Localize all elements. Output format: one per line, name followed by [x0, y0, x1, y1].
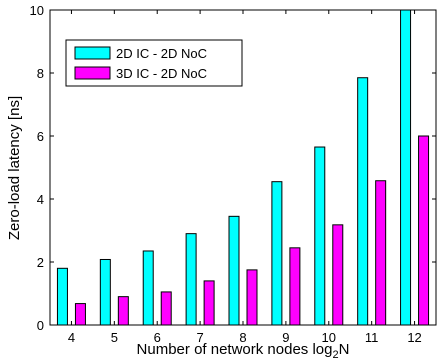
legend: 2D IC - 2D NoC 3D IC - 2D NoC	[65, 39, 243, 87]
x-tick-label: 9	[282, 330, 289, 345]
x-axis-label-suffix: N	[339, 341, 350, 358]
x-axis-label-subscript: 2	[332, 349, 338, 361]
bar-3d-ic-10	[332, 224, 344, 326]
bar-2d-ic-8	[228, 215, 240, 326]
bar-3d-ic-8	[246, 269, 258, 326]
bars-group	[56, 9, 430, 326]
x-tick-label: 4	[68, 330, 75, 345]
legend-label-3d-ic: 3D IC - 2D NoC	[116, 66, 207, 81]
y-tick-label: 0	[37, 318, 44, 333]
y-tick-label: 4	[37, 192, 44, 207]
legend-swatch-2d-ic	[74, 46, 111, 60]
bar-3d-ic-12	[418, 135, 430, 326]
x-axis-label-main: Number of network nodes log	[137, 341, 333, 358]
legend-label-2d-ic: 2D IC - 2D NoC	[116, 46, 207, 61]
legend-swatch-3d-ic	[74, 66, 111, 80]
bar-2d-ic-9	[271, 181, 283, 326]
bar-2d-ic-11	[357, 77, 369, 326]
bar-2d-ic-4	[56, 267, 68, 326]
bar-2d-ic-10	[314, 146, 326, 326]
bar-2d-ic-12	[400, 9, 412, 326]
x-tick-label: 6	[154, 330, 161, 345]
y-tick-label: 2	[37, 255, 44, 270]
bar-3d-ic-6	[160, 291, 172, 326]
bar-3d-ic-7	[203, 280, 215, 326]
x-tick-label: 10	[322, 330, 336, 345]
x-tick-label: 7	[196, 330, 203, 345]
bar-2d-ic-7	[185, 233, 197, 326]
x-axis-label: Number of network nodes log2N	[137, 341, 350, 361]
x-tick-label: 8	[239, 330, 246, 345]
y-tick-label: 6	[37, 129, 44, 144]
bar-2d-ic-6	[142, 250, 154, 326]
y-axis: 0 2 4 6 8 10	[30, 3, 436, 333]
bar-3d-ic-9	[289, 247, 301, 326]
y-axis-label: Zero-load latency [ns]	[6, 96, 23, 240]
bar-3d-ic-11	[375, 180, 387, 326]
x-axis: 4 5 6 7 8 9 10 11 12	[68, 10, 422, 345]
x-tick-label: 12	[407, 330, 421, 345]
bar-3d-ic-4	[74, 303, 86, 326]
y-tick-label: 8	[37, 66, 44, 81]
x-tick-label: 11	[365, 330, 379, 345]
y-tick-label: 10	[30, 3, 44, 18]
bar-3d-ic-5	[117, 296, 129, 326]
x-tick-label: 5	[111, 330, 118, 345]
bar-2d-ic-5	[99, 258, 111, 326]
